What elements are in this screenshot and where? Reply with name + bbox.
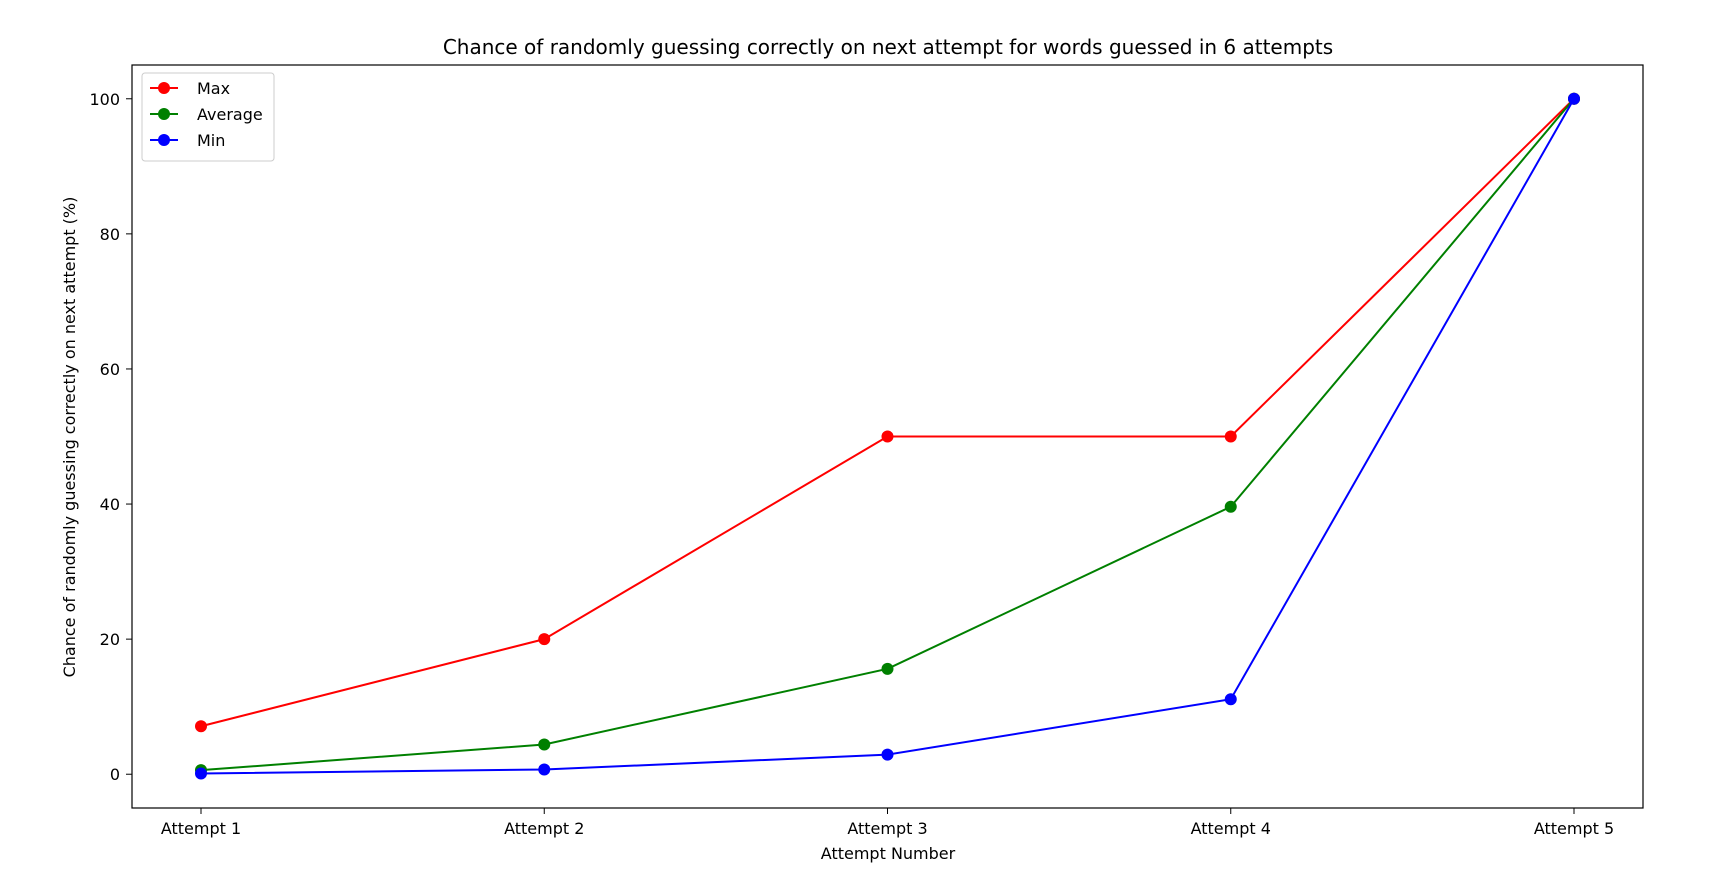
- y-axis: 0 20 40 60 80 100: [89, 90, 132, 784]
- data-point-min: [1568, 92, 1580, 105]
- legend-marker: [158, 134, 170, 146]
- y-tick-label: 20: [100, 630, 120, 649]
- plot-area: [131, 64, 1644, 809]
- y-tick-label: 0: [110, 765, 120, 784]
- legend-label: Average: [197, 105, 263, 124]
- data-point-min: [195, 767, 207, 780]
- y-axis-label: Chance of randomly guessing correctly on…: [60, 197, 79, 678]
- x-axis-label: Attempt Number: [821, 844, 956, 863]
- legend-marker: [158, 82, 170, 94]
- data-point-min: [538, 763, 551, 776]
- chart-title: Chance of randomly guessing correctly on…: [443, 35, 1333, 59]
- y-tick-label: 100: [89, 90, 120, 109]
- data-point-average: [881, 662, 894, 675]
- legend: Max Average Min: [141, 72, 275, 162]
- x-tick-label: Attempt 4: [1191, 819, 1271, 838]
- legend-label: Max: [197, 79, 230, 98]
- y-tick-label: 40: [100, 495, 120, 514]
- data-point-average: [538, 738, 551, 751]
- data-point-max: [881, 430, 894, 443]
- x-tick-label: Attempt 3: [847, 819, 927, 838]
- data-point-average: [1224, 500, 1237, 513]
- data-point-max: [195, 720, 207, 733]
- legend-marker: [158, 108, 170, 120]
- x-tick-label: Attempt 1: [161, 819, 241, 838]
- x-axis: Attempt 1 Attempt 2 Attempt 3 Attempt 4 Atte…: [161, 808, 1614, 838]
- x-tick-label: Attempt 5: [1534, 819, 1614, 838]
- data-point-min: [1224, 693, 1237, 706]
- y-tick-label: 80: [100, 225, 120, 244]
- data-point-min: [881, 748, 894, 761]
- data-point-max: [538, 633, 551, 646]
- data-point-max: [1224, 430, 1237, 443]
- y-tick-label: 60: [100, 360, 120, 379]
- legend-label: Min: [197, 131, 225, 150]
- x-tick-label: Attempt 2: [504, 819, 584, 838]
